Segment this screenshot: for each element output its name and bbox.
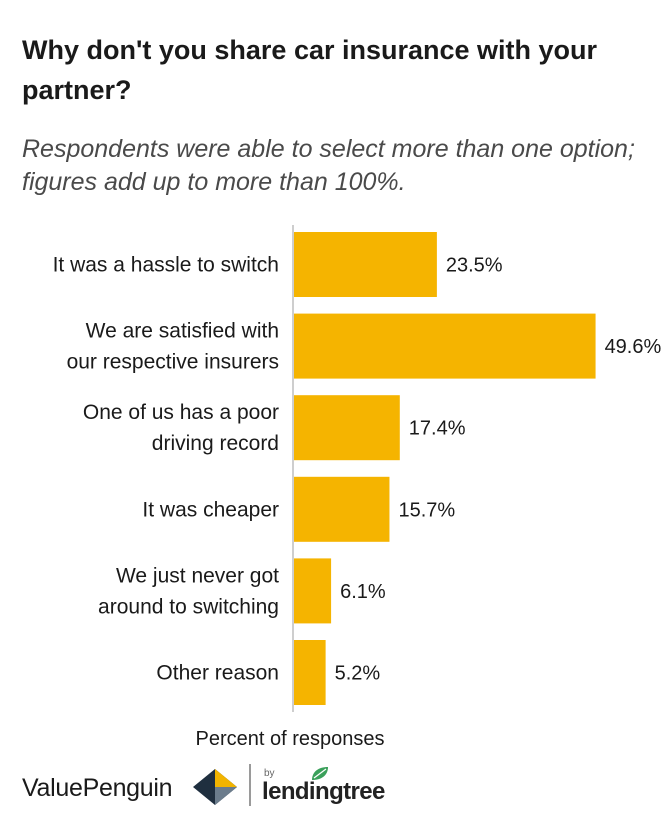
lendingtree-wordmark: lendingtree xyxy=(262,778,385,805)
valuepenguin-wordmark: ValuePenguin xyxy=(22,774,173,802)
category-label: It was cheaper xyxy=(142,498,279,521)
by-text: by xyxy=(264,768,275,779)
value-label: 23.5% xyxy=(446,255,503,277)
category-label: Other reason xyxy=(156,662,279,685)
bar xyxy=(294,640,326,705)
bar xyxy=(294,558,332,624)
chart-title: Why don't you share car insurance with y… xyxy=(22,35,598,105)
bar xyxy=(294,232,437,297)
value-label: 17.4% xyxy=(409,418,466,440)
category-label: driving record xyxy=(152,432,279,455)
x-axis-label: Percent of responses xyxy=(195,728,385,750)
bar xyxy=(294,395,400,461)
bar xyxy=(294,313,596,379)
category-label: our respective insurers xyxy=(67,351,279,374)
category-label: We are satisfied with xyxy=(86,320,279,343)
bar-chart: 23.5% It was a hassle to switch 49.6% We ar… xyxy=(53,225,662,712)
category-label: We just never got xyxy=(116,564,279,587)
value-label: 49.6% xyxy=(605,336,662,358)
value-label: 5.2% xyxy=(335,663,381,685)
category-label: around to switching xyxy=(98,595,279,618)
category-label: It was a hassle to switch xyxy=(53,254,279,277)
logo-divider xyxy=(249,764,251,806)
chart-subtitle: Respondents were able to select more tha… xyxy=(22,135,635,196)
value-label: 15.7% xyxy=(398,499,455,521)
bar xyxy=(294,476,390,542)
category-label: One of us has a poor xyxy=(83,401,279,424)
value-label: 6.1% xyxy=(340,581,386,603)
lendingtree-leaf-icon xyxy=(312,767,328,780)
valuepenguin-diamond-icon xyxy=(193,769,237,805)
footer-logos: ValuePenguin by lendingtree xyxy=(22,760,422,810)
